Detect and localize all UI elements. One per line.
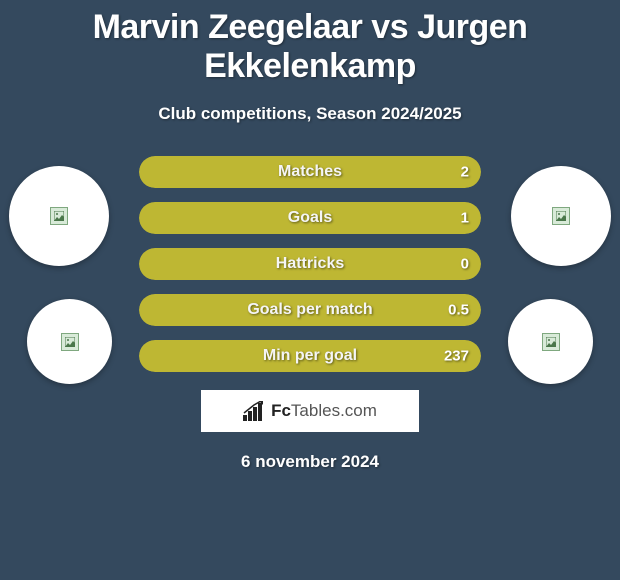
stat-value-right: 0	[461, 256, 469, 273]
stat-label: Matches	[278, 163, 342, 181]
stat-value-right: 2	[461, 164, 469, 181]
broken-image-icon	[552, 207, 570, 225]
date-label: 6 november 2024	[0, 452, 620, 472]
stat-bars: Matches 2 Goals 1 Hattricks 0 Goals per match 0…	[139, 156, 481, 372]
broken-image-icon	[61, 333, 79, 351]
stat-label: Hattricks	[276, 255, 344, 273]
stat-value-right: 237	[444, 348, 469, 365]
logo-text: FcTables.com	[271, 401, 377, 421]
stat-bar: Goals per match 0.5	[139, 294, 481, 326]
subtitle: Club competitions, Season 2024/2025	[0, 104, 620, 124]
broken-image-icon	[542, 333, 560, 351]
comparison-area: Matches 2 Goals 1 Hattricks 0 Goals per match 0…	[0, 156, 620, 472]
stat-value-right: 1	[461, 210, 469, 227]
player-a-avatar-2	[27, 299, 112, 384]
stat-bar: Hattricks 0	[139, 248, 481, 280]
stat-bar: Min per goal 237	[139, 340, 481, 372]
stat-value-right: 0.5	[448, 302, 469, 319]
bar-chart-icon	[243, 401, 267, 421]
stat-bar: Matches 2	[139, 156, 481, 188]
stat-label: Goals per match	[247, 301, 372, 319]
broken-image-icon	[50, 207, 68, 225]
player-b-avatar-2	[508, 299, 593, 384]
stat-label: Goals	[288, 209, 332, 227]
stat-bar: Goals 1	[139, 202, 481, 234]
player-b-avatar-1	[511, 166, 611, 266]
stat-label: Min per goal	[263, 347, 357, 365]
player-a-avatar-1	[9, 166, 109, 266]
page-title: Marvin Zeegelaar vs Jurgen Ekkelenkamp	[0, 0, 620, 86]
fctables-logo: FcTables.com	[201, 390, 419, 432]
